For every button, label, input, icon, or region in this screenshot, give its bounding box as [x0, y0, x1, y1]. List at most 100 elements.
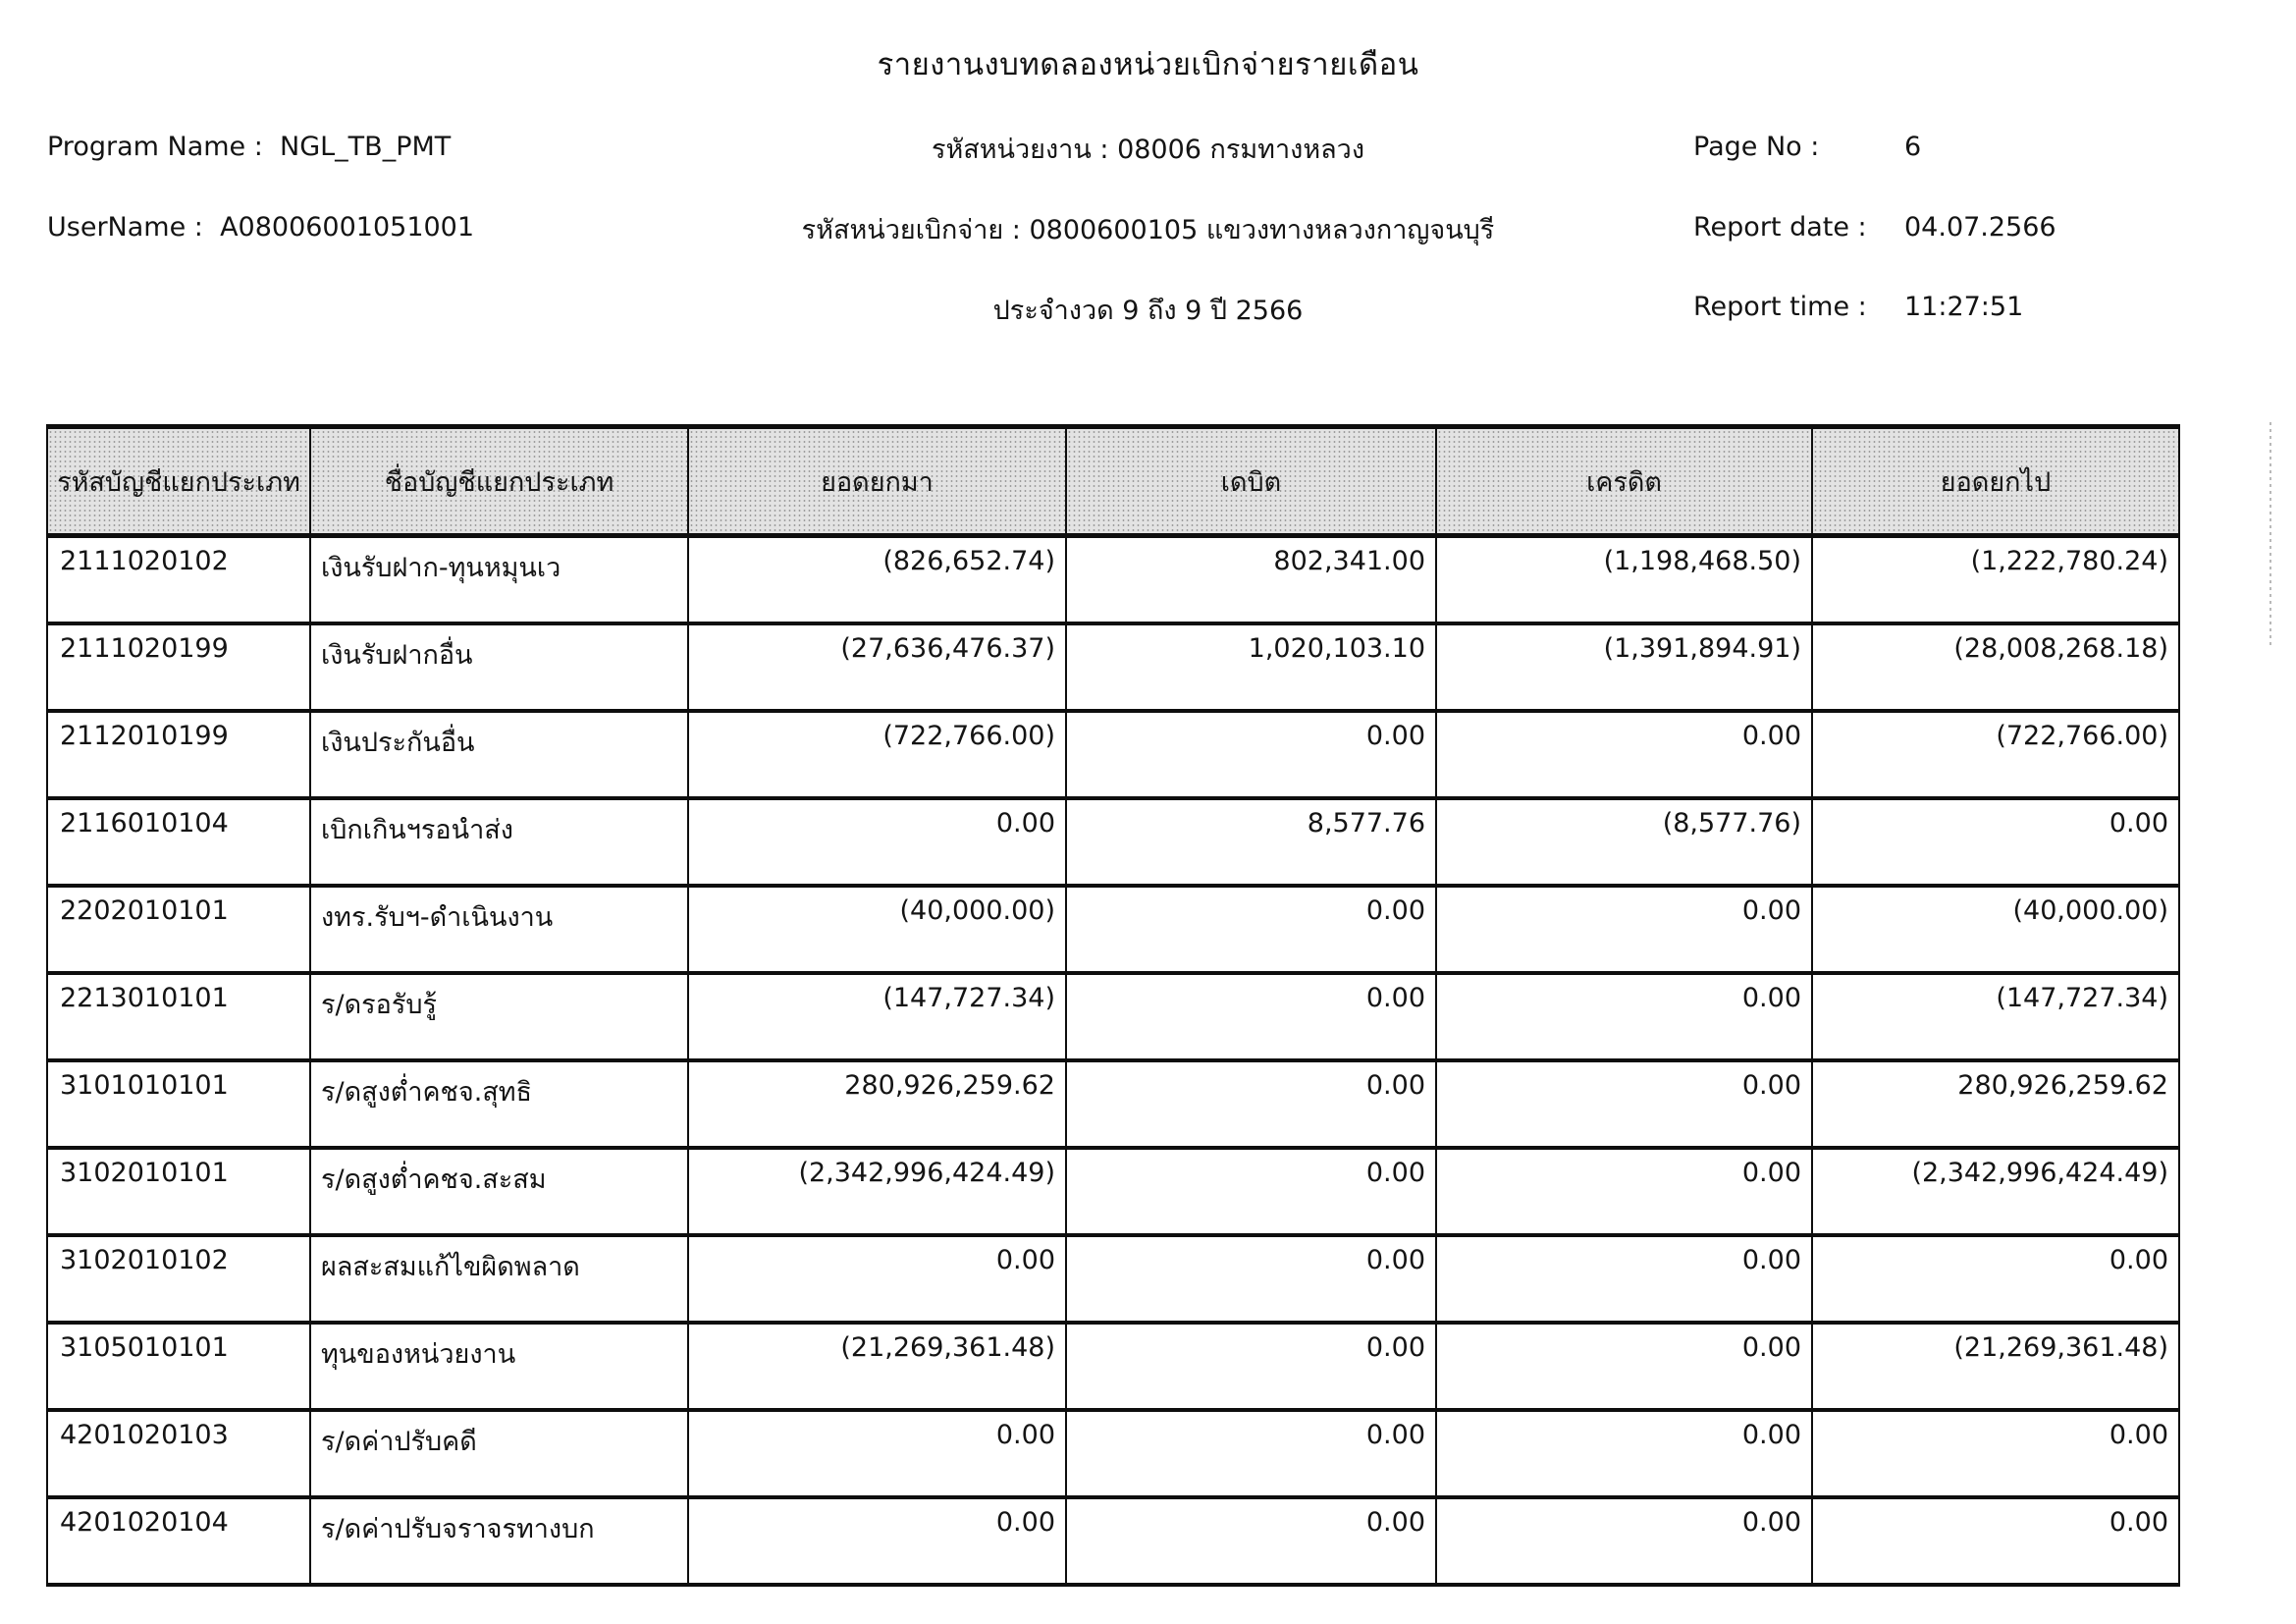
account-code-cell: 4201020103	[46, 1408, 311, 1499]
report-date-value: 04.07.2566	[1904, 212, 2056, 243]
table-row: 4201020103 ร/ดค่าปรับคดี 0.00 0.00 0.00 …	[46, 1408, 2180, 1499]
carried-forward-cell: 0.00	[1811, 1495, 2180, 1587]
username-label: UserName :	[47, 212, 203, 243]
header-credit: เครดิต	[1435, 424, 1813, 538]
page-no-label: Page No :	[1693, 132, 1820, 162]
account-name-cell: เบิกเกินฯรอนำส่ง	[309, 796, 689, 888]
table-row: 2213010101 ร/ดรอรับรู้ (147,727.34) 0.00…	[46, 971, 2180, 1062]
brought-forward-cell: (27,636,476.37)	[687, 622, 1067, 713]
credit-cell: 0.00	[1435, 884, 1813, 975]
debit-cell: 0.00	[1065, 1321, 1437, 1412]
credit-cell: 0.00	[1435, 971, 1813, 1062]
brought-forward-cell: (40,000.00)	[687, 884, 1067, 975]
carried-forward-cell: (147,727.34)	[1811, 971, 2180, 1062]
account-name-cell: ร/ดค่าปรับคดี	[309, 1408, 689, 1499]
period-line: ประจำงวด 9 ถึง 9 ปี 2566	[992, 296, 1304, 326]
account-name-cell: ทุนของหน่วยงาน	[309, 1321, 689, 1412]
account-code-cell: 2111020199	[46, 622, 311, 713]
debit-cell: 1,020,103.10	[1065, 622, 1437, 713]
carried-forward-cell: (2,342,996,424.49)	[1811, 1146, 2180, 1237]
account-name-cell: ร/ดรอรับรู้	[309, 971, 689, 1062]
table-row: 2202010101 งทร.รับฯ-ดำเนินงาน (40,000.00…	[46, 884, 2180, 975]
account-name-cell: งทร.รับฯ-ดำเนินงาน	[309, 884, 689, 975]
disbursement-unit-line: รหัสหน่วยเบิกจ่าย : 0800600105 แขวงทางหล…	[801, 215, 1495, 245]
debit-cell: 0.00	[1065, 1146, 1437, 1237]
report-title: รายงานงบทดลองหน่วยเบิกจ่ายรายเดือน	[877, 47, 1419, 82]
brought-forward-cell: (722,766.00)	[687, 709, 1067, 800]
account-code-cell: 2112010199	[46, 709, 311, 800]
debit-cell: 0.00	[1065, 1058, 1437, 1150]
account-code-cell: 2116010104	[46, 796, 311, 888]
brought-forward-cell: 280,926,259.62	[687, 1058, 1067, 1150]
report-time-label: Report time :	[1693, 292, 1867, 322]
brought-forward-cell: 0.00	[687, 1233, 1067, 1325]
credit-cell: 0.00	[1435, 709, 1813, 800]
account-code-cell: 2213010101	[46, 971, 311, 1062]
account-name-cell: ผลสะสมแก้ไขผิดพลาด	[309, 1233, 689, 1325]
brought-forward-cell: (2,342,996,424.49)	[687, 1146, 1067, 1237]
carried-forward-cell: 280,926,259.62	[1811, 1058, 2180, 1150]
account-code-cell: 2111020102	[46, 533, 311, 625]
carried-forward-cell: 0.00	[1811, 1233, 2180, 1325]
brought-forward-cell: 0.00	[687, 796, 1067, 888]
debit-cell: 0.00	[1065, 1233, 1437, 1325]
credit-cell: (1,198,468.50)	[1435, 533, 1813, 625]
brought-forward-cell: (147,727.34)	[687, 971, 1067, 1062]
report-date-label: Report date :	[1693, 212, 1867, 243]
table-row: 2116010104 เบิกเกินฯรอนำส่ง 0.00 8,577.7…	[46, 796, 2180, 888]
page-no-value: 6	[1904, 132, 1922, 162]
account-name-cell: เงินรับฝาก-ทุนหมุนเว	[309, 533, 689, 625]
account-name-cell: ร/ดสูงต่ำคชจ.สะสม	[309, 1146, 689, 1237]
credit-cell: 0.00	[1435, 1408, 1813, 1499]
debit-cell: 0.00	[1065, 709, 1437, 800]
table-row: 3101010101 ร/ดสูงต่ำคชจ.สุทธิ 280,926,25…	[46, 1058, 2180, 1150]
brought-forward-cell: 0.00	[687, 1408, 1067, 1499]
program-name-value: NGL_TB_PMT	[280, 132, 452, 162]
carried-forward-cell: 0.00	[1811, 796, 2180, 888]
debit-cell: 0.00	[1065, 971, 1437, 1062]
credit-cell: 0.00	[1435, 1233, 1813, 1325]
table-row: 2111020199 เงินรับฝากอื่น (27,636,476.37…	[46, 622, 2180, 713]
credit-cell: 0.00	[1435, 1321, 1813, 1412]
debit-cell: 0.00	[1065, 1408, 1437, 1499]
header-account-code: รหัสบัญชีแยกประเภท	[46, 424, 311, 538]
table-row: 4201020104 ร/ดค่าปรับจราจรทางบก 0.00 0.0…	[46, 1495, 2180, 1587]
table-row: 3105010101 ทุนของหน่วยงาน (21,269,361.48…	[46, 1321, 2180, 1412]
header-brought-forward: ยอดยกมา	[687, 424, 1067, 538]
table-row: 2111020102 เงินรับฝาก-ทุนหมุนเว (826,652…	[46, 533, 2180, 625]
program-name-line: Program Name : NGL_TB_PMT	[47, 132, 451, 162]
account-code-cell: 2202010101	[46, 884, 311, 975]
brought-forward-cell: 0.00	[687, 1495, 1067, 1587]
account-code-cell: 3105010101	[46, 1321, 311, 1412]
account-name-cell: เงินรับฝากอื่น	[309, 622, 689, 713]
carried-forward-cell: (40,000.00)	[1811, 884, 2180, 975]
debit-cell: 0.00	[1065, 1495, 1437, 1587]
debit-cell: 0.00	[1065, 884, 1437, 975]
account-code-cell: 3102010101	[46, 1146, 311, 1237]
username-line: UserName : A08006001051001	[47, 212, 474, 243]
table-row: 2112010199 เงินประกันอื่น (722,766.00) 0…	[46, 709, 2180, 800]
account-name-cell: ร/ดค่าปรับจราจรทางบก	[309, 1495, 689, 1587]
credit-cell: 0.00	[1435, 1058, 1813, 1150]
carried-forward-cell: (28,008,268.18)	[1811, 622, 2180, 713]
table-header-row: รหัสบัญชีแยกประเภท ชื่อบัญชีแยกประเภท ยอ…	[46, 424, 2180, 538]
brought-forward-cell: (826,652.74)	[687, 533, 1067, 625]
debit-cell: 802,341.00	[1065, 533, 1437, 625]
table-row: 3102010101 ร/ดสูงต่ำคชจ.สะสม (2,342,996,…	[46, 1146, 2180, 1237]
username-value: A08006001051001	[220, 212, 475, 243]
table-row: 3102010102 ผลสะสมแก้ไขผิดพลาด 0.00 0.00 …	[46, 1233, 2180, 1325]
carried-forward-cell: (1,222,780.24)	[1811, 533, 2180, 625]
program-name-label: Program Name :	[47, 132, 263, 162]
credit-cell: (1,391,894.91)	[1435, 622, 1813, 713]
agency-code-line: รหัสหน่วยงาน : 08006 กรมทางหลวง	[931, 135, 1365, 165]
account-code-cell: 3101010101	[46, 1058, 311, 1150]
credit-cell: 0.00	[1435, 1146, 1813, 1237]
account-code-cell: 3102010102	[46, 1233, 311, 1325]
header-debit: เดบิต	[1065, 424, 1437, 538]
header-carried-forward: ยอดยกไป	[1811, 424, 2180, 538]
report-time-value: 11:27:51	[1904, 292, 2024, 322]
trial-balance-table: รหัสบัญชีแยกประเภท ชื่อบัญชีแยกประเภท ยอ…	[46, 424, 2180, 1587]
scan-noise-artifact	[2269, 422, 2271, 648]
account-code-cell: 4201020104	[46, 1495, 311, 1587]
